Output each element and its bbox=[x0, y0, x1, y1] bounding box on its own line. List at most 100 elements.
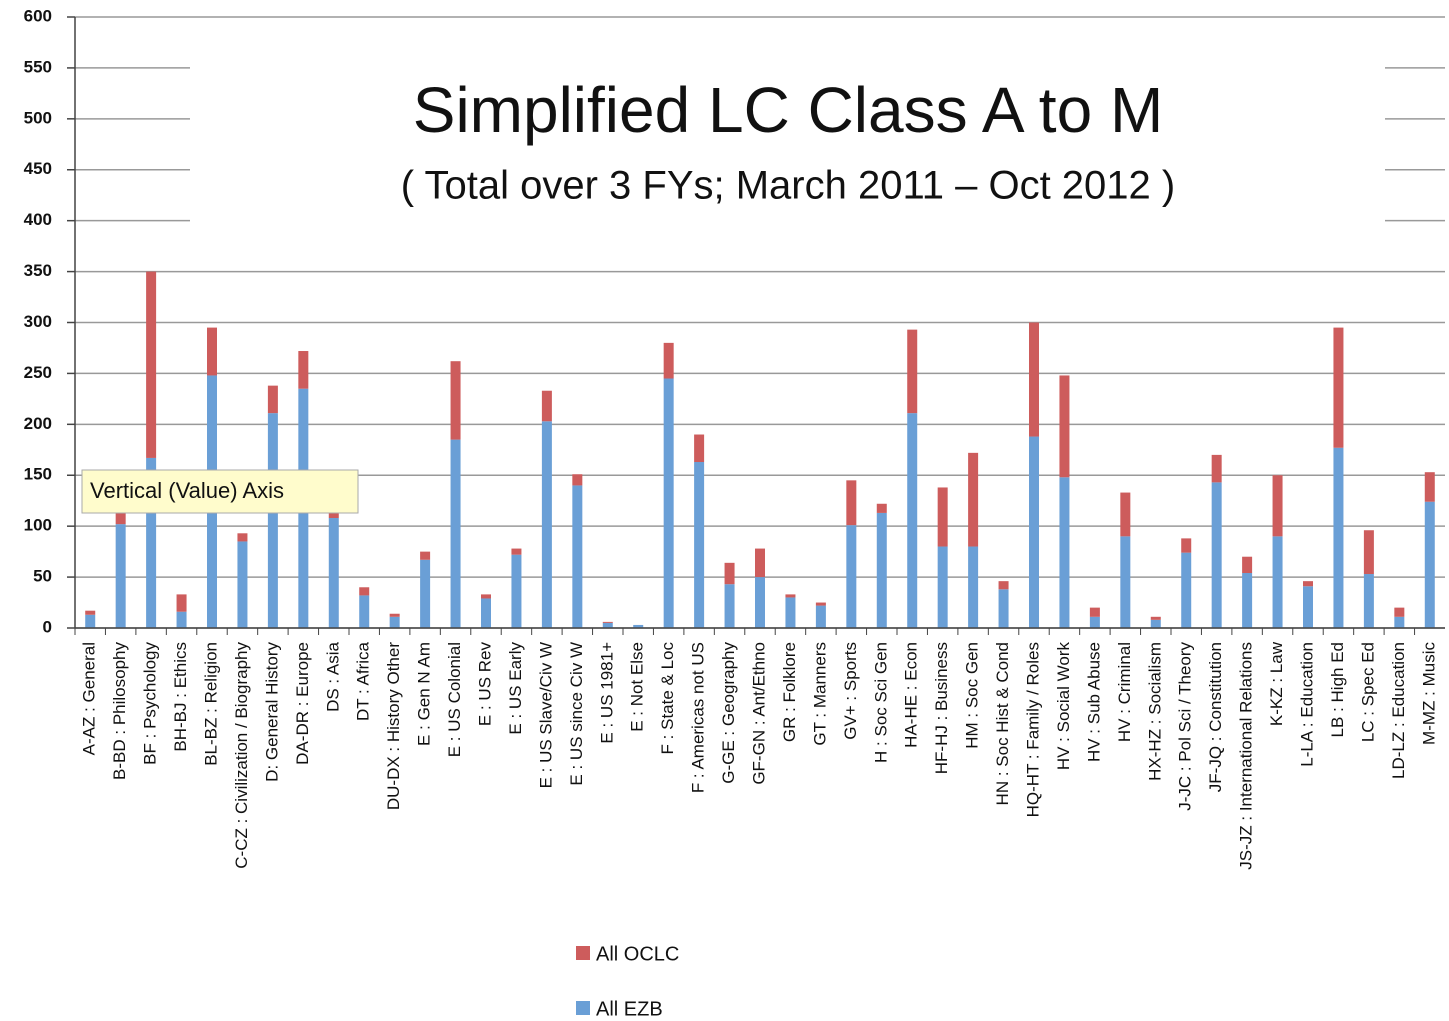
x-tick-label: E : Not Else bbox=[628, 642, 647, 732]
bar-segment bbox=[541, 390, 552, 422]
x-tick-label: HF-HJ : Business bbox=[932, 642, 951, 774]
x-tick-label: G-GE : Geography bbox=[719, 642, 738, 784]
bar-segment bbox=[785, 597, 796, 628]
bar-segment bbox=[572, 474, 583, 486]
bar-segment bbox=[694, 434, 705, 463]
bar-segment bbox=[389, 616, 400, 628]
x-tick-label: JS-JZ : International Relations bbox=[1237, 642, 1256, 870]
legend-label: All EZB bbox=[596, 998, 663, 1020]
y-tick-label: 250 bbox=[24, 363, 52, 382]
x-tick-label: M-MZ : Music bbox=[1419, 642, 1438, 745]
bar-segment bbox=[785, 594, 796, 598]
y-tick-label: 350 bbox=[24, 261, 52, 280]
y-tick-label: 600 bbox=[24, 6, 52, 25]
bar-segment bbox=[1181, 538, 1192, 553]
legend-swatch bbox=[576, 946, 590, 960]
x-tick-label: DS : Asia bbox=[323, 641, 342, 711]
bar-segment bbox=[1272, 475, 1283, 537]
x-tick-label: DA-DR : Europe bbox=[293, 642, 312, 765]
bar-segment bbox=[1303, 581, 1313, 587]
x-tick-label: HV : Criminal bbox=[1115, 642, 1134, 742]
bar-segment bbox=[1242, 556, 1253, 574]
bar-segment bbox=[846, 525, 857, 628]
bar-segment bbox=[420, 551, 431, 560]
bar-segment bbox=[907, 329, 918, 414]
bar-segment bbox=[755, 548, 765, 578]
bar-segment bbox=[85, 614, 96, 628]
bar-segment bbox=[1303, 586, 1313, 628]
x-tick-label: F : State & Loc bbox=[658, 642, 677, 755]
bar-segment bbox=[541, 421, 552, 628]
legend-label: All OCLC bbox=[596, 943, 679, 965]
x-tick-label: GV+ : Sports bbox=[841, 642, 860, 740]
x-tick-label: HM : Soc Gen bbox=[963, 642, 982, 749]
y-tick-label: 450 bbox=[24, 159, 52, 178]
bar-segment bbox=[237, 533, 248, 542]
x-tick-label: DU-DX : History Other bbox=[384, 642, 403, 810]
bar-segment bbox=[176, 611, 187, 628]
bar-segment bbox=[1089, 607, 1100, 617]
bar-segment bbox=[1394, 616, 1405, 628]
bar-segment bbox=[1150, 616, 1161, 620]
bar-segment bbox=[1181, 552, 1192, 628]
x-tick-label: B-BD : Philosophy bbox=[110, 642, 129, 780]
x-tick-label: E : Gen N Am bbox=[415, 642, 434, 746]
legend-swatch bbox=[576, 1001, 590, 1015]
bar-segment bbox=[937, 487, 948, 547]
x-tick-label: E : US since Civ W bbox=[567, 642, 586, 786]
bar-segment bbox=[815, 605, 826, 628]
x-tick-label: D: General History bbox=[262, 642, 281, 782]
bar-segment bbox=[1424, 501, 1435, 628]
x-tick-label: GT : Manners bbox=[810, 642, 829, 746]
x-tick-label: E : US Colonial bbox=[445, 642, 464, 757]
bar-segment bbox=[1059, 477, 1070, 628]
y-tick-label: 500 bbox=[24, 108, 52, 127]
bar-segment bbox=[450, 439, 461, 628]
y-tick-label: 150 bbox=[24, 465, 52, 484]
bar-segment bbox=[237, 541, 248, 628]
x-tick-label: A-AZ : General bbox=[80, 642, 99, 755]
x-tick-label: GF-GN : Ant/Ethno bbox=[749, 642, 768, 785]
bar-segment bbox=[146, 457, 157, 628]
bar-segment bbox=[1363, 530, 1374, 575]
bar-segment bbox=[176, 594, 187, 612]
bar-segment bbox=[359, 595, 370, 628]
bar-segment bbox=[724, 584, 735, 628]
chart-subtitle: ( Total over 3 FYs; March 2011 – Oct 201… bbox=[401, 164, 1175, 208]
x-tick-label: GR : Folklore bbox=[780, 642, 799, 742]
bar-segment bbox=[328, 518, 339, 628]
bar-segment bbox=[937, 546, 948, 628]
x-tick-label: HQ-HT : Family / Roles bbox=[1023, 642, 1042, 817]
x-tick-label: E : US 1981+ bbox=[597, 642, 616, 744]
tooltip-box bbox=[81, 469, 359, 514]
bar-segment bbox=[1333, 447, 1344, 628]
x-tick-label: HV : Social Work bbox=[1054, 642, 1073, 771]
bar-segment bbox=[1089, 616, 1100, 628]
bar-segment bbox=[572, 485, 583, 628]
bar-segment bbox=[267, 385, 278, 414]
bar-segment bbox=[1120, 492, 1131, 537]
bar-segment bbox=[207, 327, 217, 376]
bar-segment bbox=[602, 622, 613, 628]
bar-segment bbox=[724, 562, 735, 585]
bar-segment bbox=[85, 610, 96, 615]
x-tick-label: L-LA : Education bbox=[1297, 642, 1316, 767]
x-tick-label: LD-LZ : Education bbox=[1389, 642, 1408, 779]
bar-segment bbox=[1272, 536, 1283, 628]
bar-segment bbox=[1029, 322, 1039, 437]
bar-segment bbox=[998, 581, 1009, 590]
bar-segment bbox=[1242, 573, 1253, 628]
x-tick-label: BF : Psychology bbox=[141, 642, 160, 765]
x-tick-label: H : Soc Sci Gen bbox=[871, 642, 890, 763]
x-tick-label: JF-JQ : Constitution bbox=[1206, 642, 1225, 792]
bar-segment bbox=[1424, 472, 1435, 502]
chart-title: Simplified LC Class A to M bbox=[413, 74, 1164, 146]
bar-segment bbox=[115, 505, 126, 525]
bar-segment bbox=[115, 524, 126, 628]
bar-segment bbox=[389, 613, 400, 617]
x-tick-label: E : US Rev bbox=[475, 642, 494, 727]
y-tick-label: 200 bbox=[24, 414, 52, 433]
x-tick-label: J-JC : Pol Sci / Theory bbox=[1176, 642, 1195, 811]
bar-segment bbox=[968, 452, 979, 547]
x-tick-label: HN : Soc Hist & Cond bbox=[993, 642, 1012, 805]
